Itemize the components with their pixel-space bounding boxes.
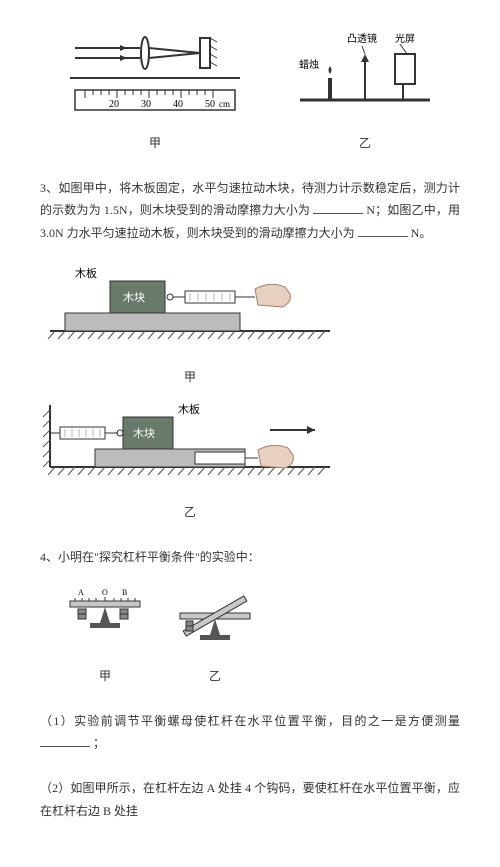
q3-caption-yi: 乙 [40, 501, 340, 524]
optical-bench-diagram: 凸透镜 光屏 蜡烛 [295, 30, 435, 120]
q3-block-label-jia: 木块 [123, 291, 145, 304]
caption-jia-1: 甲 [65, 132, 245, 155]
question-4: 4、小明在"探究杠杆平衡条件"的实验中： [40, 546, 460, 569]
q4-sub2: （2）如图甲所示，在杠杆左边 A 处挂 4 个钩码，要使杠杆在水平位置平衡，应在… [40, 777, 460, 823]
ruler-tick-50: 50 [205, 99, 215, 110]
q3-block-label-yi: 木块 [133, 427, 155, 440]
ruler-tick-40: 40 [173, 99, 183, 110]
q4-label-a: A [78, 588, 84, 597]
q3-diagram-yi: 木块 木板 乙 [40, 395, 460, 525]
q3-board-label-yi: 木板 [178, 402, 200, 416]
ruler-tick-30: 30 [141, 99, 151, 110]
q4-label-b: B [122, 588, 127, 597]
q4-sub1-b: ； [93, 736, 105, 750]
q3-diagram-jia: 木块 木板 甲 [40, 259, 460, 389]
question-3: 3、如图甲中，将木板固定，水平匀速拉动木块，待测力计示数稳定后，测力计的示数为为… [40, 177, 460, 245]
q4-sub2-text: （2）如图甲所示，在杠杆左边 A 处挂 4 个钩码，要使杠杆在水平位置平衡，应在… [40, 781, 460, 818]
figure-yi-1: 凸透镜 光屏 蜡烛 乙 [295, 30, 435, 155]
q4-blank-1 [40, 734, 90, 747]
q4-sub1-a: （1）实验前调节平衡螺母使杠杆在水平位置平衡，目的之一是方便测量 [40, 714, 460, 728]
q3-text-c: N。 [411, 226, 432, 240]
q4-sub1: （1）实验前调节平衡螺母使杠杆在水平位置平衡，目的之一是方便测量 ； [40, 710, 460, 756]
ruler-tick-20: 20 [109, 99, 119, 110]
q4-figure-jia: A O B 甲 [60, 583, 150, 688]
q4-figure-yi: 乙 [170, 583, 260, 688]
q4-label-o: O [102, 588, 108, 597]
q3-board-label-jia: 木板 [75, 266, 97, 280]
q4-caption-yi: 乙 [170, 665, 260, 688]
q4-figure-row: A O B 甲 乙 [60, 583, 460, 688]
q3-blank-2 [358, 224, 408, 237]
label-screen: 光屏 [395, 32, 415, 45]
ruler-unit: cm [219, 99, 230, 109]
label-candle: 蜡烛 [299, 58, 319, 71]
q4-caption-jia: 甲 [60, 665, 150, 688]
q3-caption-jia: 甲 [40, 366, 340, 389]
lens-ruler-diagram: 20 30 40 50 cm [65, 30, 245, 120]
caption-yi-1: 乙 [295, 132, 435, 155]
q4-text: 4、小明在"探究杠杆平衡条件"的实验中： [40, 550, 260, 564]
q3-blank-1 [313, 201, 363, 214]
figure-row-1: 20 30 40 50 cm 甲 凸透镜 光屏 蜡烛 乙 [40, 30, 460, 155]
figure-jia-1: 20 30 40 50 cm 甲 [65, 30, 245, 155]
label-convex: 凸透镜 [347, 32, 377, 45]
